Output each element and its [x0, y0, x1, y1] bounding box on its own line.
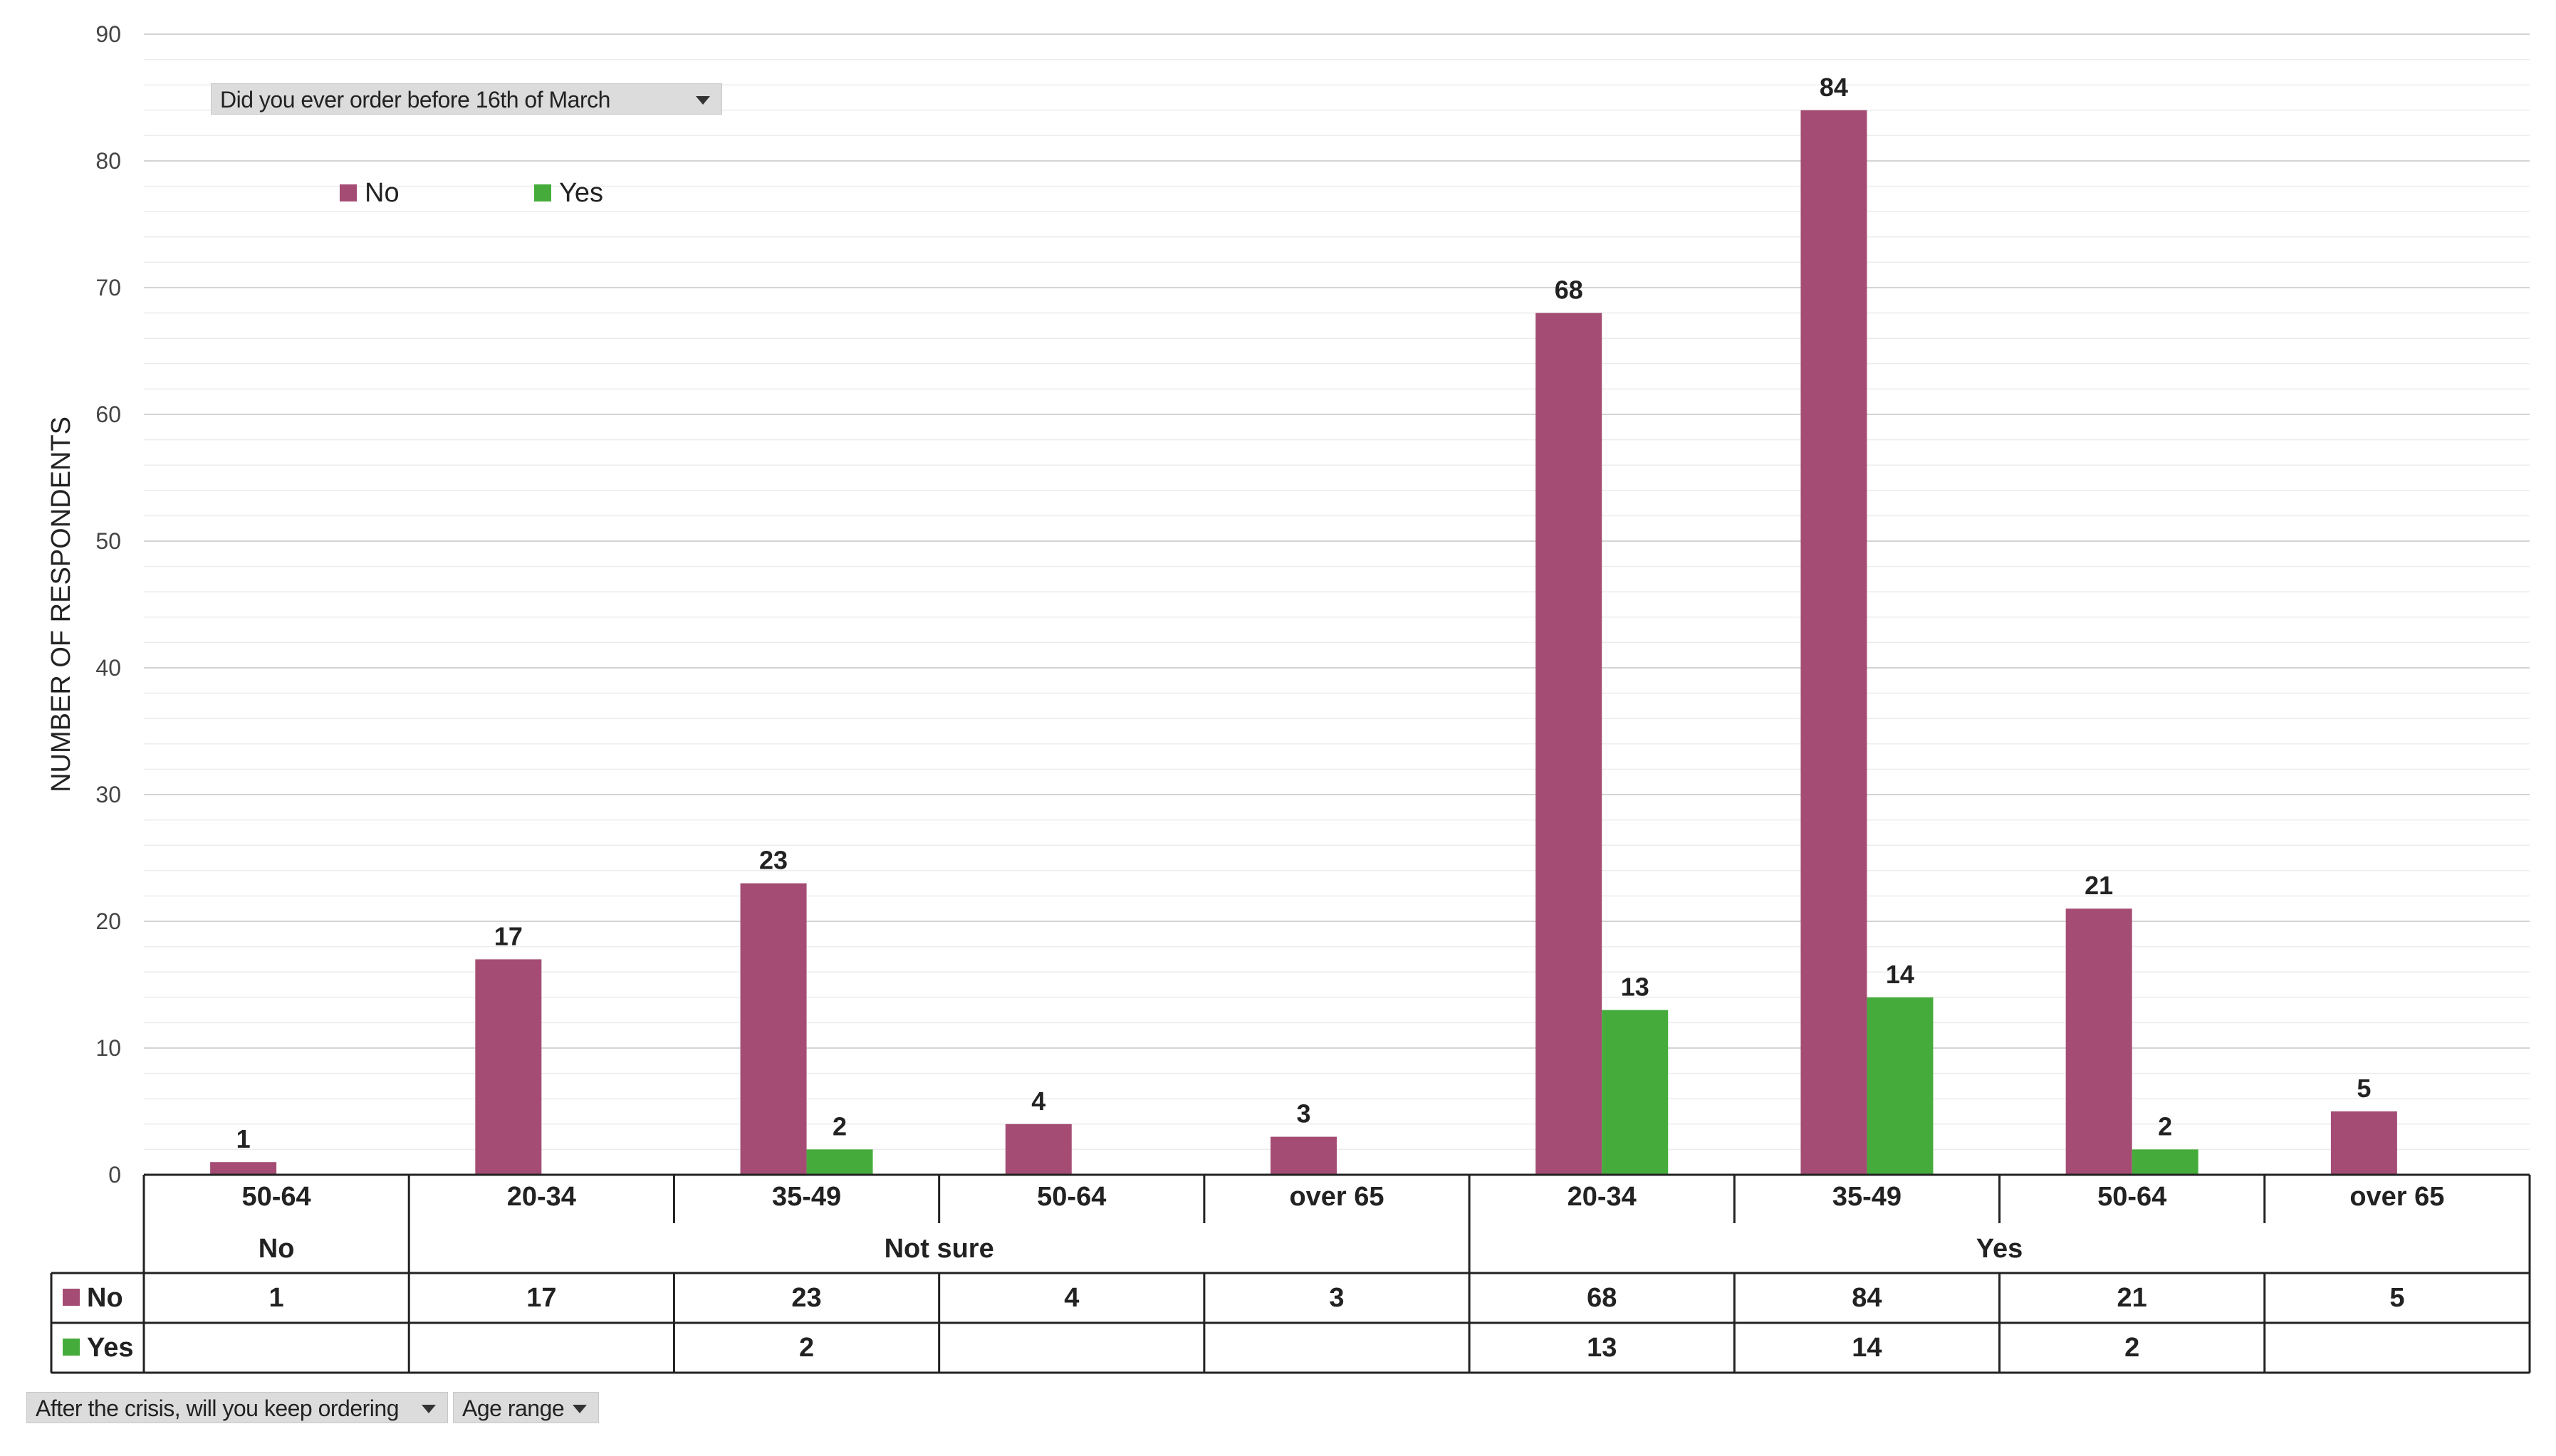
- bar-no: [210, 1162, 277, 1175]
- x-category-label: 20-34: [1567, 1182, 1637, 1212]
- chevron-down-icon: [573, 1405, 587, 1413]
- bar-no: [1535, 313, 1602, 1175]
- bar-no: [2330, 1111, 2397, 1175]
- legend-label-yes: Yes: [559, 178, 603, 208]
- bar-no: [740, 883, 807, 1175]
- table-cell-no: 3: [1329, 1283, 1344, 1313]
- x-group-label: No: [259, 1234, 295, 1264]
- x-category-label: 50-64: [242, 1182, 311, 1212]
- x-category-label: 20-34: [507, 1182, 576, 1212]
- keep-ordering-filter-label: After the crisis, will you keep ordering: [36, 1395, 400, 1421]
- y-tick-label: 60: [95, 402, 121, 427]
- data-label-yes: 14: [1886, 960, 1914, 989]
- data-label-yes: 2: [2158, 1111, 2172, 1141]
- bar-no: [1271, 1136, 1337, 1175]
- data-label-no: 1: [236, 1124, 251, 1153]
- bar-yes: [1602, 1010, 1669, 1175]
- table-key-no: [63, 1289, 80, 1306]
- table-cell-no: 84: [1852, 1283, 1882, 1313]
- x-category-label: over 65: [2349, 1182, 2444, 1212]
- bar-no: [1800, 110, 1867, 1175]
- data-label-no: 21: [2085, 871, 2113, 900]
- legend-swatch-no: [340, 184, 357, 201]
- bar-yes: [2132, 1149, 2198, 1175]
- keep-ordering-filter-button[interactable]: After the crisis, will you keep ordering: [26, 1392, 448, 1423]
- data-label-no: 23: [759, 846, 788, 875]
- y-tick-label: 10: [95, 1035, 121, 1061]
- data-label-no: 68: [1555, 276, 1583, 305]
- table-key-yes: [63, 1339, 80, 1356]
- data-label-no: 5: [2357, 1074, 2371, 1103]
- x-category-label: 35-49: [772, 1182, 841, 1212]
- x-group-label: Yes: [1976, 1234, 2023, 1264]
- data-label-no: 17: [494, 921, 523, 950]
- y-tick-label: 40: [95, 655, 121, 681]
- y-tick-label: 20: [95, 908, 121, 934]
- data-label-yes: 2: [833, 1111, 847, 1141]
- table-cell-no: 17: [526, 1283, 556, 1313]
- data-label-no: 4: [1031, 1086, 1045, 1116]
- table-cell-no: 23: [791, 1283, 821, 1313]
- y-tick-label: 70: [95, 275, 121, 300]
- age-range-filter-label: Age range: [462, 1395, 565, 1421]
- order-before-filter-label: Did you ever order before 16th of March: [220, 87, 610, 112]
- chevron-down-icon: [422, 1405, 436, 1413]
- data-label-no: 84: [1820, 73, 1848, 102]
- chevron-down-icon: [696, 96, 710, 105]
- y-tick-label: 90: [95, 21, 121, 47]
- order-before-filter-button[interactable]: Did you ever order before 16th of March: [211, 83, 722, 115]
- table-cell-no: 1: [269, 1283, 284, 1313]
- table-cell-no: 5: [2389, 1283, 2404, 1313]
- data-label-yes: 13: [1621, 973, 1649, 1002]
- x-category-label: 50-64: [1037, 1182, 1106, 1212]
- y-axis-label: NUMBER OF RESPONDENTS: [46, 417, 76, 792]
- bar-yes: [806, 1149, 873, 1175]
- table-cell-yes: 14: [1852, 1333, 1882, 1363]
- y-tick-label: 30: [95, 782, 121, 807]
- legend-label-no: No: [365, 178, 400, 208]
- y-tick-label: 80: [95, 148, 121, 174]
- bar-no: [475, 959, 542, 1175]
- table-cell-no: 21: [2117, 1283, 2147, 1313]
- table-cell-no: 4: [1064, 1283, 1079, 1313]
- age-range-filter-button[interactable]: Age range: [453, 1392, 599, 1423]
- y-tick-label: 50: [95, 528, 121, 554]
- y-tick-label: 0: [108, 1162, 121, 1188]
- bar-yes: [1867, 997, 1934, 1175]
- x-category-label: 50-64: [2097, 1182, 2166, 1212]
- x-category-label: over 65: [1289, 1182, 1384, 1212]
- table-cell-no: 68: [1587, 1283, 1617, 1313]
- table-cell-yes: 2: [799, 1333, 814, 1363]
- table-row-header-no: No: [87, 1283, 123, 1313]
- bar-no: [2065, 908, 2132, 1175]
- data-label-no: 3: [1296, 1099, 1310, 1128]
- x-category-label: 35-49: [1832, 1182, 1902, 1212]
- bar-no: [1005, 1124, 1072, 1175]
- table-cell-yes: 13: [1587, 1333, 1617, 1363]
- legend-swatch-yes: [534, 184, 551, 201]
- x-group-label: Not sure: [885, 1234, 994, 1264]
- table-cell-yes: 2: [2124, 1333, 2139, 1363]
- table-row-header-yes: Yes: [87, 1333, 134, 1363]
